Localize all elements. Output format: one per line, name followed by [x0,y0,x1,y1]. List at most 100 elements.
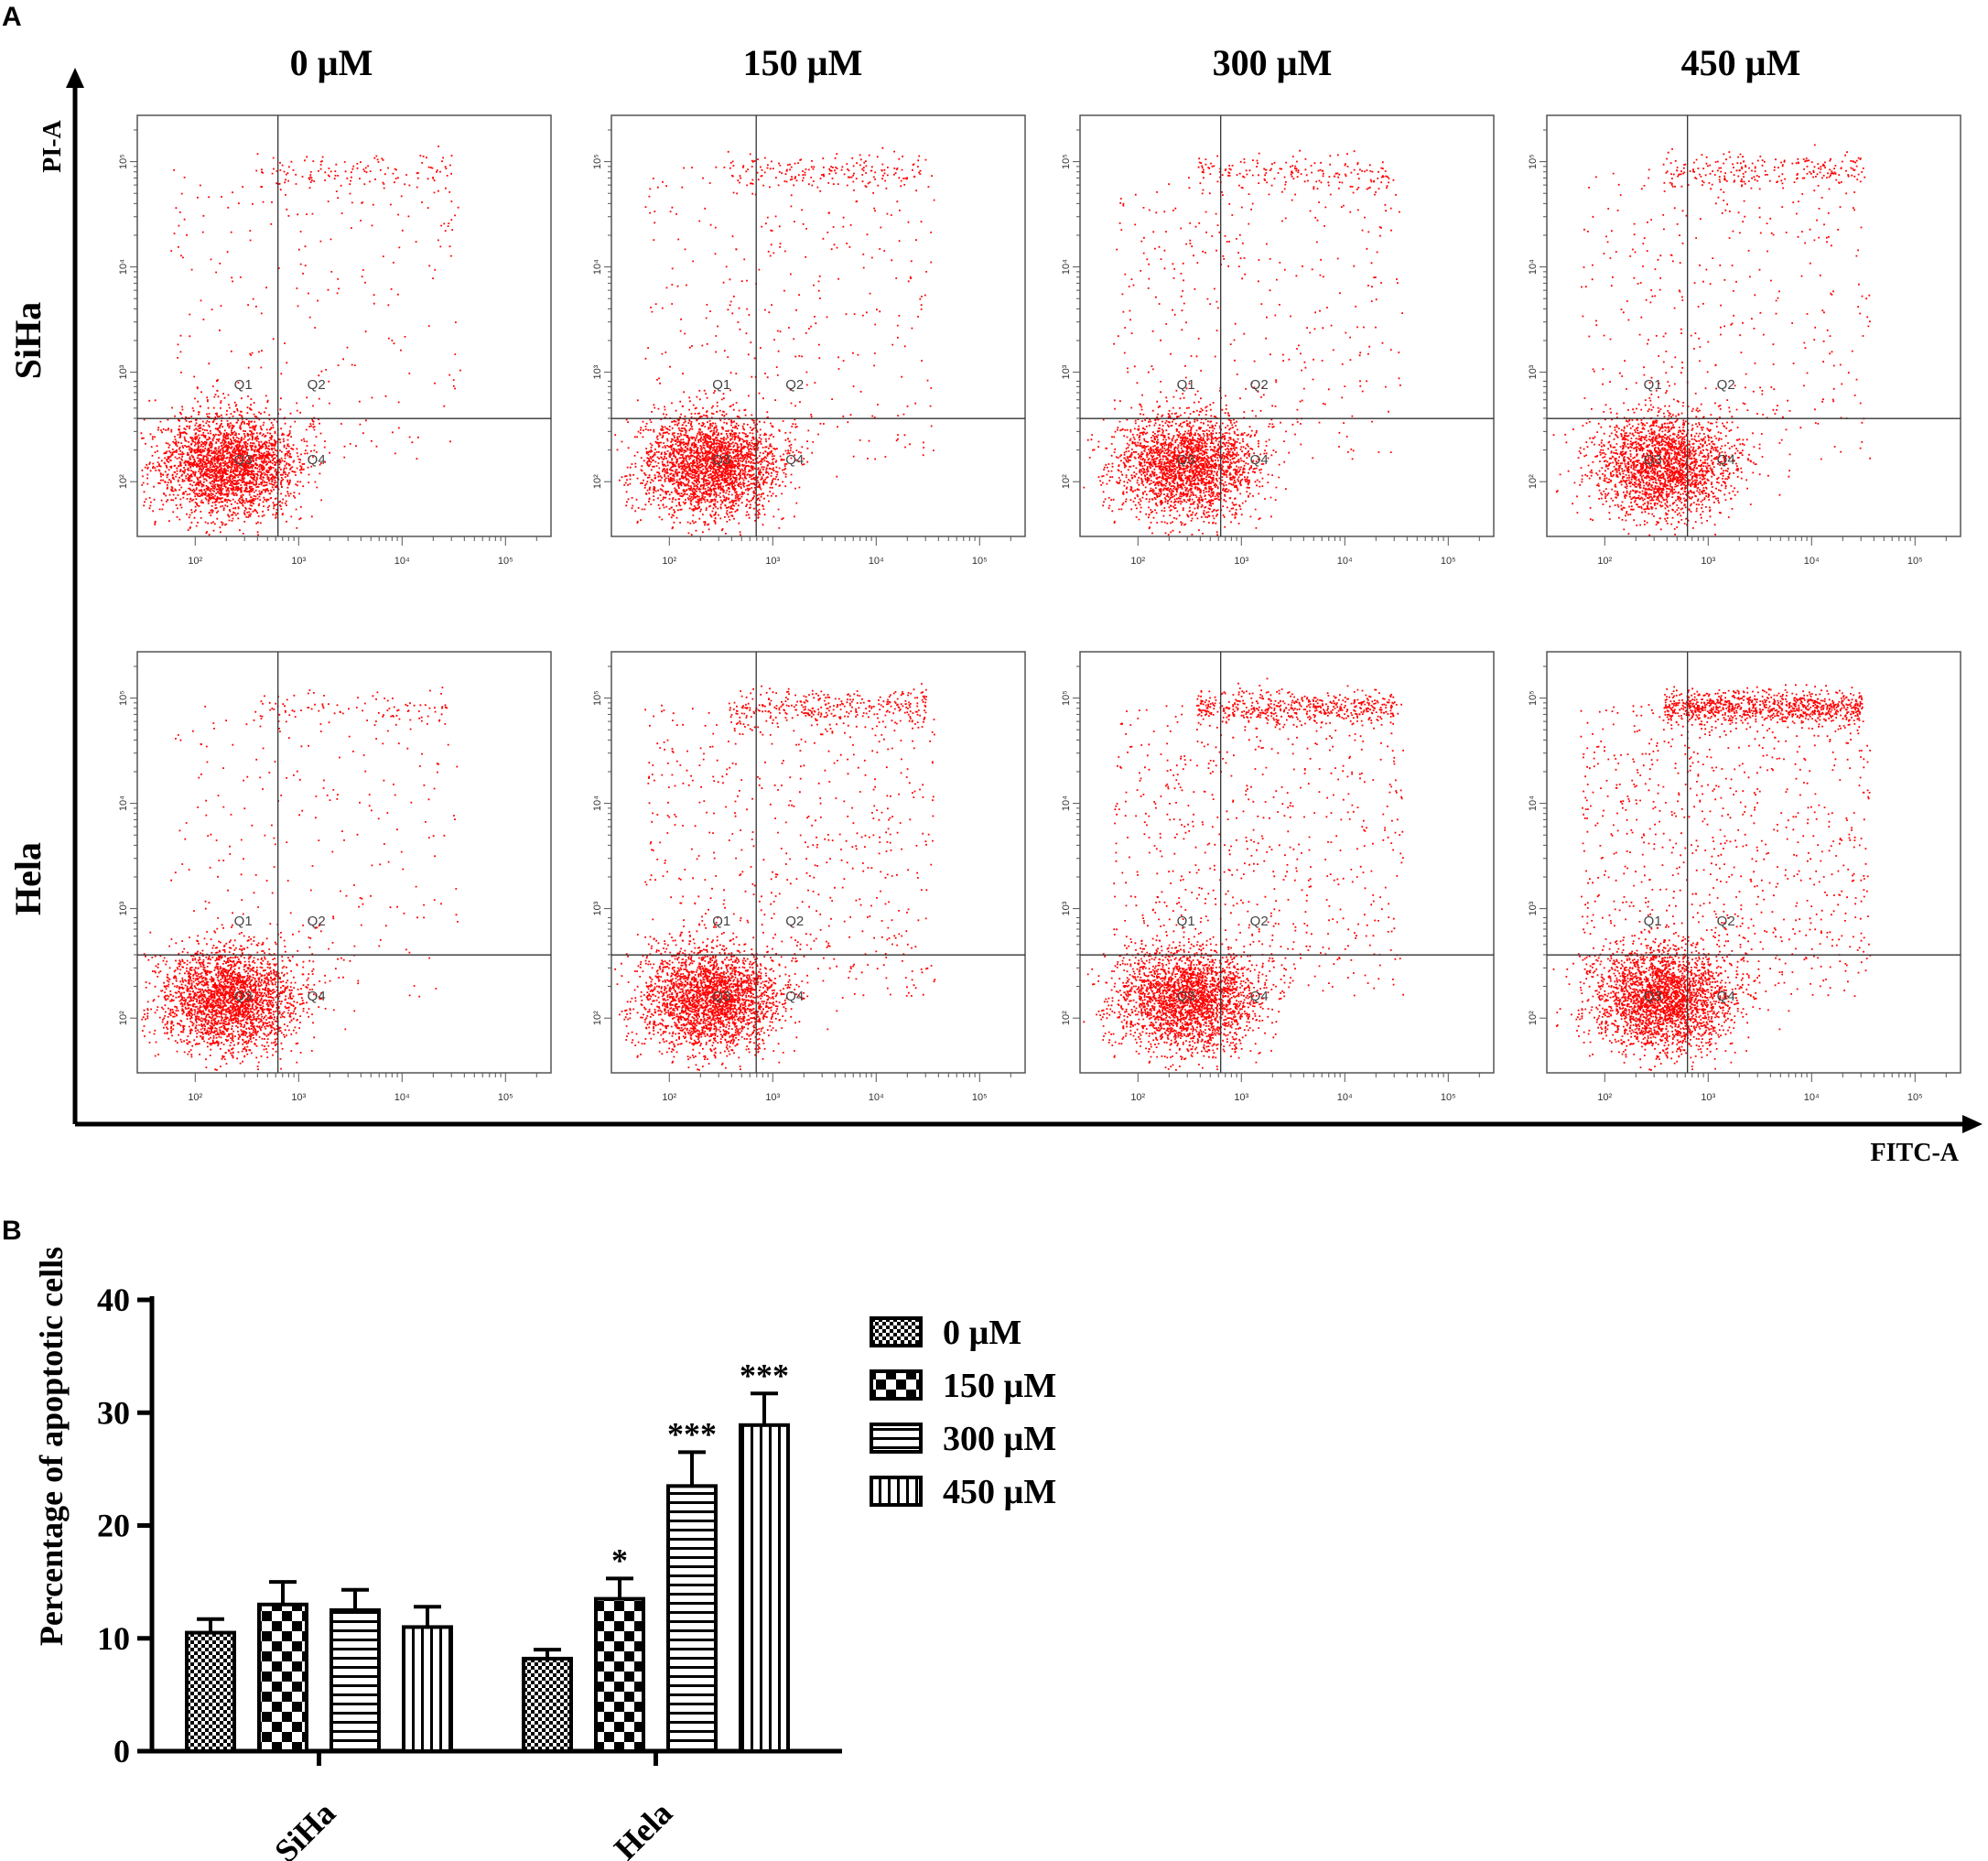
significance-marker: *** [740,1357,789,1393]
plot-frame [1546,114,1961,537]
x-tick-label: 10² [1130,1092,1145,1103]
bar-y-tick-label: 40 [97,1282,130,1318]
y-tick-label: 10³ [1061,364,1072,379]
x-tick-label: 10³ [1701,1092,1715,1103]
bar-hela-2 [666,1484,718,1754]
y-tick-label: 10⁴ [1061,259,1072,275]
y-tick-label: 10⁵ [592,690,603,706]
y-tick-label: 10⁵ [118,690,129,706]
x-tick-label: 10³ [291,556,306,567]
y-tick-label: 10⁵ [1061,154,1072,169]
quadrant-label-q3: Q3 [712,452,730,468]
x-tick-label: 10³ [1234,1092,1248,1103]
quadrant-label-q3: Q3 [1177,452,1195,468]
y-tick-label: 10⁵ [592,154,603,169]
quadrant-label-q2: Q2 [308,914,326,929]
x-tick-label: 10² [662,556,676,567]
quadrant-label-q2: Q2 [785,377,804,393]
quadrant-label-q3: Q3 [712,989,730,1004]
quadrant-label-q3: Q3 [1644,989,1662,1004]
quadrant-label-q1: Q1 [234,377,253,393]
x-tick-label: 10³ [291,1092,306,1103]
legend-swatch [870,1423,923,1454]
y-tick-label: 10⁴ [1061,795,1072,811]
flow-dots [1083,149,1403,536]
bar-siha-2 [330,1607,381,1753]
flow-plot-hela-2: Q1 Q2 Q3 Q4 10² 10³ 10⁴ 10⁵ 10² 10³ 10⁴ 10⁵ [1061,651,1495,1103]
bar-hela-0 [522,1656,573,1754]
x-tick-label: 10² [188,1092,202,1103]
quadrant-label-q1: Q1 [712,377,730,393]
y-tick-label: 10⁴ [1528,259,1539,275]
flow-cytometry-grid: Q1 Q2 Q3 Q4 10² 10³ 10⁴ 10⁵ 10² 10³ 10⁴ 10⁵ Q1 Q2 Q3 Q4… [118,114,1961,1103]
y-tick-label: 10⁴ [592,259,603,275]
bar-siha-1 [257,1602,308,1754]
x-tick-label: 10⁴ [869,556,884,567]
quadrant-label-q3: Q3 [1644,452,1662,468]
quadrant-label-q1: Q1 [1644,914,1662,929]
x-tick-label: 10³ [765,556,780,567]
x-tick-label: 10⁵ [972,556,988,567]
quadrant-label-q2: Q2 [308,377,326,393]
plot-frame [1546,651,1961,1074]
bar-hela-3 [739,1423,790,1753]
x-tick-label: 10³ [1701,556,1715,567]
x-tick-label: 10⁴ [394,556,410,567]
y-tick-label: 10⁵ [1528,690,1539,706]
quadrant-label-q1: Q1 [1177,377,1195,393]
x-tick-label: 10⁴ [394,1092,410,1103]
column-label-3: 450 µM [1681,42,1801,83]
quadrant-label-q1: Q1 [1644,377,1662,393]
big-y-axis-arrowhead [66,68,84,88]
plot-frame [610,651,1026,1074]
bar-hela-1 [594,1596,645,1754]
plot-frame [136,651,552,1074]
x-tick-label: 10⁵ [498,1092,513,1103]
y-tick-label: 10² [118,474,129,489]
bar-y-tick-label: 0 [113,1733,130,1769]
quadrant-label-q4: Q4 [785,452,804,468]
quadrant-label-q3: Q3 [234,989,253,1004]
x-tick-label: 10⁵ [972,1092,988,1103]
legend-label: 0 µM [943,1314,1021,1352]
plot-frame [136,114,552,537]
flow-plot-hela-3: Q1 Q2 Q3 Q4 10² 10³ 10⁴ 10⁵ 10² 10³ 10⁴ 10⁵ [1528,651,1961,1103]
x-tick-label: 10² [1597,556,1612,567]
x-tick-label: 10⁵ [1907,556,1923,567]
bar-siha-0 [185,1630,236,1754]
quadrant-label-q3: Q3 [1177,989,1195,1004]
quadrant-label-q2: Q2 [1250,377,1269,393]
category-label-siha: SiHa [267,1794,342,1861]
y-tick-label: 10² [592,474,603,489]
y-tick-label: 10² [1061,1011,1072,1025]
y-tick-label: 10⁵ [1528,154,1539,169]
quadrant-label-q2: Q2 [1717,377,1735,393]
y-tick-label: 10⁴ [118,259,129,275]
quadrant-label-q1: Q1 [234,914,253,929]
x-tick-label: 10² [1130,556,1145,567]
column-label-1: 150 µM [743,42,863,83]
y-tick-label: 10² [118,1011,129,1025]
quadrant-label-q4: Q4 [308,452,326,468]
y-tick-label: 10³ [1528,364,1539,379]
flow-plot-siha-3: Q1 Q2 Q3 Q4 10² 10³ 10⁴ 10⁵ 10² 10³ 10⁴ 10⁵ [1528,114,1961,567]
legend-swatch [870,1476,923,1507]
quadrant-label-q2: Q2 [1250,914,1269,929]
bar-y-tick-label: 30 [97,1394,130,1431]
flow-dots [614,146,935,536]
quadrant-label-q3: Q3 [234,452,253,468]
quadrant-label-q4: Q4 [1717,452,1735,468]
plot-frame [1079,651,1495,1074]
flow-dots [1083,677,1404,1071]
bar-y-tick-label: 10 [97,1620,130,1657]
y-tick-label: 10² [1528,1011,1539,1025]
flow-plot-hela-1: Q1 Q2 Q3 Q4 10² 10³ 10⁴ 10⁵ 10² 10³ 10⁴ 10⁵ [592,651,1026,1103]
x-axis-label-fitc: FITC-A [1871,1139,1960,1167]
legend-label: 300 µM [943,1420,1056,1458]
category-label-hela: Hela [607,1794,679,1861]
y-tick-label: 10² [1528,474,1539,489]
flow-dots [141,687,459,1071]
quadrant-label-q4: Q4 [1717,989,1735,1004]
bar-siha-3 [402,1625,453,1754]
x-tick-label: 10⁴ [1337,1092,1353,1103]
